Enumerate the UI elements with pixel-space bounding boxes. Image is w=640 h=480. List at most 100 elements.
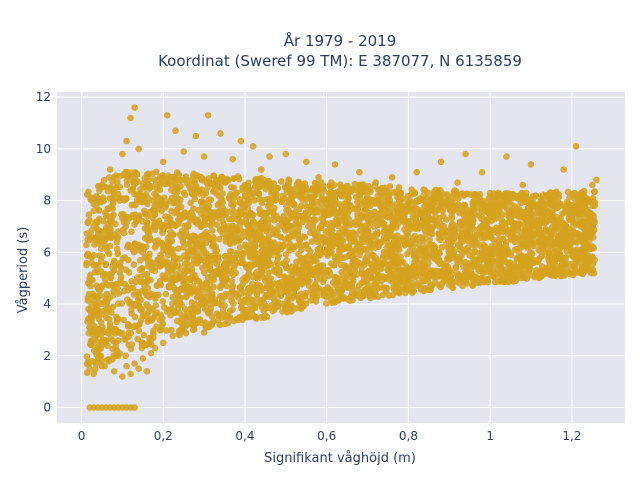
scatter-point (447, 222, 455, 230)
scatter-point (153, 323, 160, 330)
scatter-point (317, 251, 324, 259)
scatter-point (213, 221, 221, 228)
scatter-point (222, 320, 229, 328)
scatter-point (282, 184, 289, 192)
scatter-point (535, 274, 543, 282)
scatter-point (589, 260, 597, 268)
scatter-point (342, 212, 349, 219)
scatter-point (349, 220, 356, 228)
scatter-point (124, 243, 131, 251)
scatter-point (282, 227, 289, 234)
scatter-point (452, 264, 460, 272)
scatter-point (429, 197, 437, 204)
scatter-point (510, 225, 517, 233)
scatter-point (381, 212, 388, 219)
scatter-point (143, 278, 151, 286)
scatter-point (416, 241, 423, 248)
scatter-point (327, 210, 335, 217)
scatter-point (192, 241, 200, 248)
scatter-point (271, 217, 278, 224)
scatter-point (378, 277, 386, 285)
scatter-point (469, 198, 477, 206)
scatter-point (404, 229, 411, 237)
scatter-point (288, 193, 296, 200)
scatter-point (122, 352, 129, 360)
scatter-point (217, 292, 225, 300)
scatter-point (501, 257, 509, 265)
scatter-point (109, 200, 117, 207)
scatter-point (159, 158, 167, 166)
scatter-point (356, 251, 364, 259)
scatter-point (169, 300, 176, 308)
scatter-point (112, 184, 120, 191)
scatter-point (187, 216, 194, 224)
scatter-point (547, 210, 555, 218)
scatter-point (320, 270, 327, 277)
x-axis-label: Signifikant våghöjd (m) (264, 451, 416, 466)
scatter-point (326, 269, 334, 277)
scatter-point (120, 316, 127, 324)
scatter-point (450, 189, 458, 196)
scatter-point (225, 223, 232, 230)
scatter-point (198, 295, 205, 303)
scatter-point (97, 352, 105, 360)
scatter-point (190, 205, 197, 212)
scatter-point (282, 303, 290, 310)
scatter-point (208, 320, 215, 327)
scatter-point (143, 176, 150, 184)
scatter-point (501, 246, 509, 253)
scatter-point (190, 170, 197, 178)
scatter-point (368, 239, 375, 247)
scatter-point (584, 197, 592, 204)
scatter-point (177, 270, 184, 278)
scatter-point (248, 306, 256, 314)
scatter-point (339, 186, 346, 194)
scatter-point (392, 188, 400, 196)
scatter-point (253, 295, 261, 303)
scatter-point (217, 130, 224, 137)
scatter-point (270, 212, 278, 219)
scatter-point (94, 306, 102, 314)
scatter-point (104, 248, 111, 255)
scatter-point (203, 323, 210, 331)
scatter-point (560, 219, 567, 227)
scatter-point (206, 215, 213, 222)
scatter-point (174, 195, 181, 203)
scatter-point (186, 211, 194, 218)
scatter-point (552, 225, 560, 233)
scatter-point (568, 238, 576, 246)
scatter-point (200, 329, 208, 336)
scatter-point (258, 166, 265, 173)
scatter-point (105, 358, 113, 365)
scatter-point (180, 148, 187, 155)
scatter-point (538, 269, 545, 277)
scatter-point (302, 209, 310, 216)
scatter-point (388, 226, 395, 233)
scatter-point (110, 368, 118, 375)
scatter-point (500, 228, 507, 236)
scatter-point (122, 195, 130, 202)
scatter-point (110, 259, 118, 267)
scatter-point (98, 181, 106, 189)
scatter-point (367, 210, 374, 217)
scatter-point (314, 264, 322, 272)
scatter-point (147, 349, 155, 357)
scatter-point (338, 206, 345, 214)
scatter-point (106, 166, 114, 173)
scatter-point (299, 218, 307, 226)
scatter-point (571, 205, 579, 212)
scatter-point (364, 193, 371, 200)
scatter-point (486, 226, 493, 233)
scatter-point (542, 225, 549, 233)
scatter-point (321, 209, 328, 216)
x-tick-label: 1,2 (562, 429, 581, 443)
scatter-point (176, 331, 183, 339)
scatter-point (515, 220, 523, 227)
scatter-point (495, 251, 502, 259)
scatter-point (156, 186, 164, 193)
scatter-point (178, 301, 185, 309)
scatter-point (431, 254, 439, 261)
scatter-point (124, 296, 131, 303)
scatter-point (136, 196, 143, 204)
scatter-point (376, 263, 383, 271)
